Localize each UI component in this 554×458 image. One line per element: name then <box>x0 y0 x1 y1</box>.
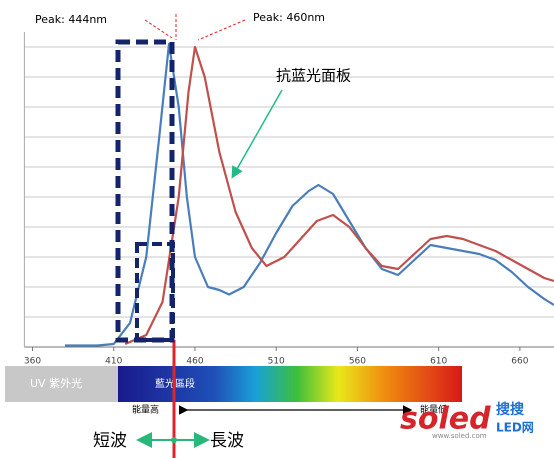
watermark-led: LED网 <box>496 421 534 435</box>
watermark-brand: soled <box>400 402 491 437</box>
peak-leader <box>197 19 246 41</box>
peak-leader <box>144 19 173 39</box>
panel-arrow <box>231 89 283 179</box>
peak-label: Peak: 444nm <box>35 13 107 26</box>
x-tick-label: 660 <box>511 357 528 367</box>
series-line <box>65 42 554 347</box>
x-tick-label: 560 <box>349 357 366 367</box>
low-energy: 能量低 <box>420 404 447 416</box>
short-wave: 短波 <box>93 431 127 451</box>
peak-label: Peak: 460nm <box>253 11 325 24</box>
uv-band <box>5 366 118 402</box>
panel-label: 抗蓝光面板 <box>276 67 351 85</box>
x-tick-label: 610 <box>430 357 447 367</box>
long-wave: 長波 <box>210 431 244 451</box>
x-tick-label: 460 <box>186 357 203 367</box>
x-tick-label: 510 <box>268 357 285 367</box>
x-tick-label: 360 <box>24 357 41 367</box>
highlight-box <box>135 242 175 342</box>
plot: 360 410 460 510 560 610 660 <box>23 32 554 367</box>
high-energy: 能量高 <box>132 404 159 416</box>
series-line <box>124 45 554 346</box>
watermark-cn: 搜搜 <box>496 401 525 418</box>
uv-label: UV 紫外光 <box>30 376 82 390</box>
x-tick-label: 410 <box>105 357 122 367</box>
watermark-url: www.soled.com <box>432 432 487 440</box>
wave-dot <box>171 437 177 443</box>
